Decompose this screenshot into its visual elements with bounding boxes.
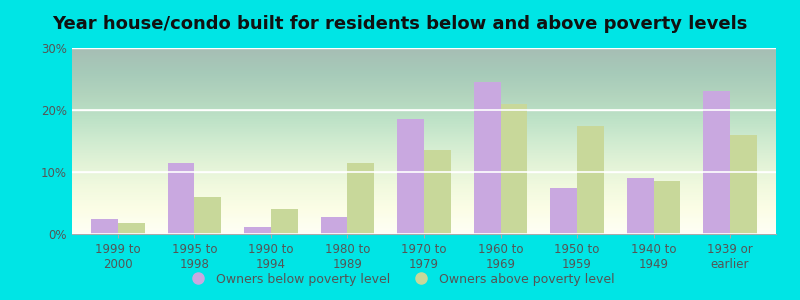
Bar xyxy=(168,163,194,234)
Bar xyxy=(577,125,604,234)
Bar xyxy=(550,188,577,234)
Bar xyxy=(271,209,298,234)
Bar xyxy=(626,178,654,234)
Bar xyxy=(398,119,424,234)
Legend: Owners below poverty level, Owners above poverty level: Owners below poverty level, Owners above… xyxy=(181,268,619,291)
Bar xyxy=(91,218,118,234)
Bar xyxy=(424,150,450,234)
Bar xyxy=(730,135,757,234)
Bar xyxy=(703,92,730,234)
Bar xyxy=(474,82,501,234)
Bar xyxy=(244,226,271,234)
Bar xyxy=(194,197,222,234)
Bar xyxy=(501,104,527,234)
Text: Year house/condo built for residents below and above poverty levels: Year house/condo built for residents bel… xyxy=(52,15,748,33)
Bar xyxy=(118,223,145,234)
Bar xyxy=(321,217,347,234)
Bar xyxy=(654,181,680,234)
Bar xyxy=(347,163,374,234)
